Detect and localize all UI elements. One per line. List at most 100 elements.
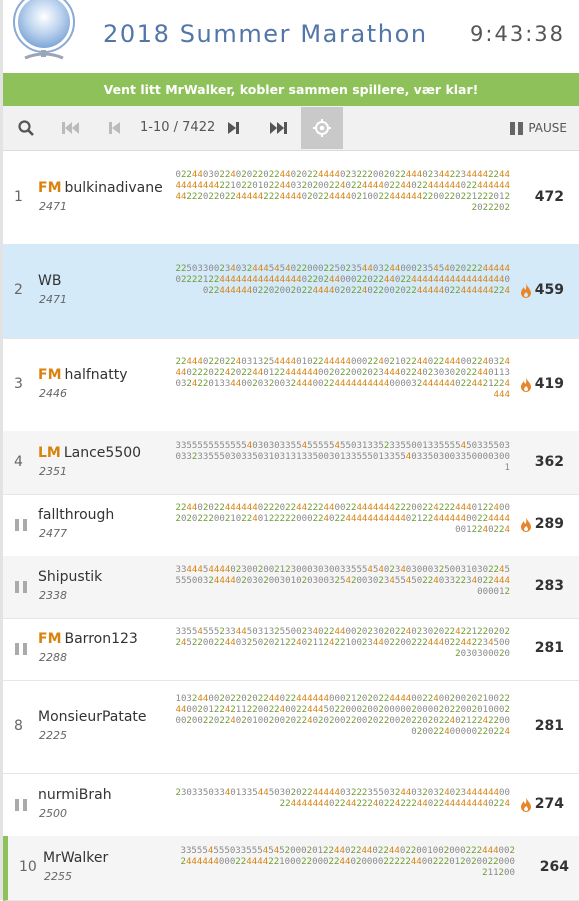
player-score: 419 bbox=[520, 376, 564, 392]
fire-streak-icon bbox=[520, 376, 531, 392]
page-title: 2018 Summer Marathon bbox=[103, 20, 428, 48]
player-score: 289 bbox=[520, 516, 564, 532]
player-name-link[interactable]: MonsieurPatate bbox=[38, 709, 147, 725]
player-score: 283 bbox=[535, 578, 564, 594]
player-name-link[interactable]: MrWalker bbox=[43, 850, 108, 866]
player-row[interactable]: fallthrough 2477 2244020224444440222022442… bbox=[3, 494, 579, 557]
player-row[interactable]: 1 FM bulkinadivane 2471 02244030224020220224… bbox=[3, 151, 579, 245]
last-page-button[interactable] bbox=[266, 106, 290, 150]
player-rating: 2255 bbox=[44, 870, 72, 883]
paused-player-icon bbox=[15, 643, 27, 655]
player-rating: 2500 bbox=[39, 807, 67, 820]
player-rating: 2225 bbox=[39, 729, 67, 742]
fire-streak-icon bbox=[520, 282, 531, 298]
player-rank: 10 bbox=[19, 859, 37, 875]
game-results-sheet: 3355555555555403030335545555545503133523… bbox=[175, 441, 510, 473]
player-score-value: 459 bbox=[534, 282, 564, 298]
pause-icon bbox=[510, 121, 524, 135]
player-score: 362 bbox=[535, 454, 564, 470]
player-rating: 2446 bbox=[39, 387, 67, 400]
status-banner: Vent litt MrWalker, kobler sammen spille… bbox=[3, 73, 579, 106]
player-row[interactable]: nurmiBrah 2500 230335033401335445030202244… bbox=[3, 773, 579, 837]
globe-logo-icon bbox=[13, 0, 75, 60]
game-results-sheet: 3355455523344503132550023402244002023020… bbox=[175, 627, 510, 659]
player-score-value: 283 bbox=[534, 578, 564, 594]
skip-first-icon bbox=[62, 122, 79, 134]
previous-page-button[interactable] bbox=[105, 106, 125, 150]
game-results-sheet: 3355545550335554545200020122440224402244… bbox=[180, 846, 515, 878]
search-icon bbox=[18, 120, 34, 136]
player-score: 281 bbox=[535, 640, 564, 656]
player-rating: 2288 bbox=[39, 651, 67, 664]
left-edge-bar bbox=[0, 0, 3, 900]
search-button[interactable] bbox=[13, 106, 39, 150]
player-row[interactable]: Shipustik 2338 334445444402300200212300030… bbox=[3, 556, 579, 619]
player-score: 274 bbox=[520, 796, 564, 812]
player-rating: 2471 bbox=[39, 200, 67, 213]
first-page-button[interactable] bbox=[59, 106, 83, 150]
paused-player-icon bbox=[15, 519, 27, 531]
player-title-badge: FM bbox=[38, 180, 62, 196]
pause-label: PAUSE bbox=[528, 121, 567, 135]
player-score: 264 bbox=[540, 859, 569, 875]
player-name: WB bbox=[38, 273, 62, 289]
player-score: 472 bbox=[535, 189, 564, 205]
player-name-link[interactable]: FM halfnatty bbox=[38, 367, 128, 383]
tournament-clock: 9:43:38 bbox=[470, 22, 565, 46]
player-name-link[interactable]: nurmiBrah bbox=[38, 787, 112, 803]
player-score-value: 281 bbox=[534, 718, 564, 734]
pause-button[interactable]: PAUSE bbox=[510, 106, 567, 150]
player-row[interactable]: 3 FM halfnatty 2446 224440220224031325444401… bbox=[3, 338, 579, 432]
game-results-sheet: 3344454444023002002123000303003355545402… bbox=[175, 565, 510, 597]
player-rank: 4 bbox=[14, 454, 23, 470]
next-page-button[interactable] bbox=[223, 106, 243, 150]
player-rating: 2477 bbox=[39, 527, 67, 540]
game-results-sheet: 0224403022402022022440202244440232220020… bbox=[175, 170, 510, 213]
player-name: nurmiBrah bbox=[38, 787, 112, 803]
game-results-sheet: 2244020224444440222022442224400224444444… bbox=[175, 503, 510, 535]
player-name-link[interactable]: LM Lance5500 bbox=[38, 445, 141, 461]
step-forward-icon bbox=[228, 122, 239, 134]
player-row[interactable]: FM Barron123 2288 3355455523344503132550023… bbox=[3, 618, 579, 681]
player-rank: 2 bbox=[14, 282, 23, 298]
paused-player-icon bbox=[15, 799, 27, 811]
player-name-link[interactable]: WB bbox=[38, 273, 61, 289]
paused-player-icon bbox=[15, 581, 27, 593]
player-rank: 8 bbox=[14, 718, 23, 734]
player-score-value: 472 bbox=[534, 189, 564, 205]
fire-streak-icon bbox=[520, 796, 531, 812]
player-name: Shipustik bbox=[38, 569, 103, 585]
game-results-sheet: 1032440020220202244022444444000212020224… bbox=[175, 694, 510, 737]
player-name-link[interactable]: Shipustik bbox=[38, 569, 102, 585]
player-name: fallthrough bbox=[38, 507, 115, 523]
find-me-button[interactable] bbox=[301, 107, 343, 149]
player-name-link[interactable]: FM bulkinadivane bbox=[38, 180, 163, 196]
page-range-text: 1-10 / 7422 bbox=[140, 120, 216, 135]
player-name: MrWalker bbox=[43, 850, 109, 866]
player-name-link[interactable]: FM Barron123 bbox=[38, 631, 138, 647]
player-title-badge: LM bbox=[38, 445, 61, 461]
game-results-sheet: 2250330023403244454540220002250235440324… bbox=[175, 264, 510, 296]
player-row[interactable]: 2 WB 2471 225033002340324445454022000225023… bbox=[3, 244, 579, 339]
player-rating: 2471 bbox=[39, 293, 67, 306]
player-title-badge: FM bbox=[38, 631, 62, 647]
player-row[interactable]: 8 MonsieurPatate 2225 103244002022020224402… bbox=[3, 680, 579, 774]
player-name: bulkinadivane bbox=[64, 180, 163, 196]
player-rating: 2351 bbox=[39, 465, 67, 478]
skip-last-icon bbox=[270, 122, 287, 134]
player-name: Lance5500 bbox=[63, 445, 142, 461]
player-row[interactable]: 10 MrWalker 2255 33555455503355545452000201… bbox=[3, 836, 579, 901]
player-score: 459 bbox=[520, 282, 564, 298]
player-score: 281 bbox=[535, 718, 564, 734]
player-name: MonsieurPatate bbox=[38, 709, 147, 725]
player-name-link[interactable]: fallthrough bbox=[38, 507, 114, 523]
game-results-sheet: 2303350334013354450302022444440322235503… bbox=[175, 788, 510, 809]
player-score-value: 281 bbox=[534, 640, 564, 656]
crosshair-icon bbox=[313, 119, 331, 137]
player-score-value: 419 bbox=[534, 376, 564, 392]
player-row[interactable]: 4 LM Lance5500 2351 335555555555540303033554… bbox=[3, 431, 579, 495]
player-title-badge: FM bbox=[38, 367, 62, 383]
player-score-value: 274 bbox=[534, 796, 564, 812]
player-rank: 1 bbox=[14, 189, 23, 205]
player-score-value: 362 bbox=[534, 454, 564, 470]
